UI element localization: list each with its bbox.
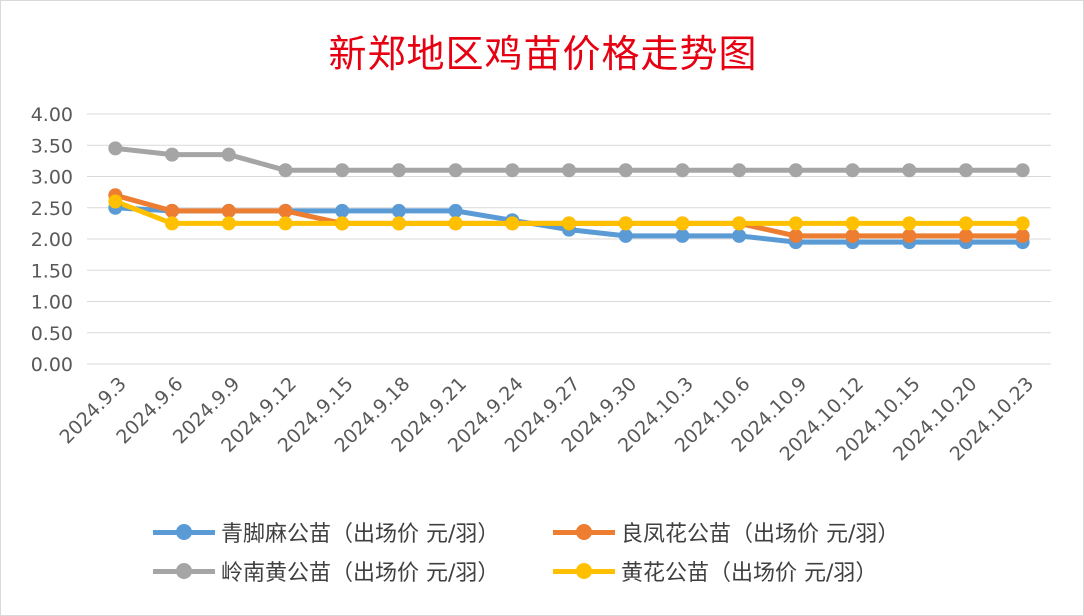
legend-item-0: 青脚麻公苗（出场价 元/羽） (153, 514, 499, 550)
data-point-s1-13 (845, 228, 860, 243)
y-tick-label: 0.50 (31, 323, 73, 345)
y-tick-label: 2.50 (31, 198, 73, 220)
legend-item-3: 黄花公苗（出场价 元/羽） (553, 553, 877, 589)
data-point-s3-4 (335, 216, 350, 231)
data-point-s3-3 (278, 216, 293, 231)
legend-swatch (153, 561, 215, 581)
data-point-s1-3 (278, 203, 293, 218)
plot-area: 0.000.501.001.502.002.503.003.504.00 202… (31, 104, 1051, 465)
y-tick-label: 1.50 (31, 260, 73, 282)
data-point-s0-6 (448, 203, 463, 218)
legend-swatch (553, 561, 615, 581)
data-point-s3-0 (108, 194, 123, 209)
data-point-s0-11 (732, 228, 747, 243)
data-point-s0-10 (675, 228, 690, 243)
legend-label: 良凤花公苗（出场价 元/羽） (621, 522, 900, 547)
data-point-s3-12 (788, 216, 803, 231)
data-point-s2-13 (845, 163, 860, 178)
data-point-s3-2 (221, 216, 236, 231)
data-point-s1-15 (958, 228, 973, 243)
data-point-s0-5 (391, 203, 406, 218)
y-tick-label: 3.50 (31, 135, 73, 157)
data-point-s2-14 (902, 163, 917, 178)
y-tick-label: 0.00 (31, 354, 73, 376)
data-point-s2-6 (448, 163, 463, 178)
data-point-s3-6 (448, 216, 463, 231)
y-tick-label: 3.00 (31, 167, 73, 189)
legend-item-2: 岭南黄公苗（出场价 元/羽） (153, 553, 499, 589)
data-point-s2-12 (788, 163, 803, 178)
legend-item-1: 良凤花公苗（出场价 元/羽） (553, 514, 899, 550)
legend-swatch (553, 522, 615, 542)
data-point-s2-9 (618, 163, 633, 178)
data-point-s3-14 (902, 216, 917, 231)
data-point-s0-4 (335, 203, 350, 218)
data-point-s1-1 (165, 203, 180, 218)
data-point-s3-5 (391, 216, 406, 231)
data-point-s2-15 (958, 163, 973, 178)
legend-label: 青脚麻公苗（出场价 元/羽） (221, 522, 500, 547)
data-point-s1-14 (902, 228, 917, 243)
data-point-s2-4 (335, 163, 350, 178)
data-point-s2-5 (391, 163, 406, 178)
data-point-s1-2 (221, 203, 236, 218)
data-point-s0-9 (618, 228, 633, 243)
data-point-s2-2 (221, 147, 236, 162)
data-point-s2-16 (1015, 163, 1030, 178)
data-point-s2-1 (165, 147, 180, 162)
data-point-s3-15 (958, 216, 973, 231)
data-point-s2-7 (505, 163, 520, 178)
data-point-s3-16 (1015, 216, 1030, 231)
data-point-s2-10 (675, 163, 690, 178)
data-point-s1-16 (1015, 228, 1030, 243)
chart-title: 新郑地区鸡苗价格走势图 (328, 32, 758, 76)
legend: 青脚麻公苗（出场价 元/羽） 良凤花公苗（出场价 元/羽） 岭南黄公苗（出场价 元/… (1, 511, 1084, 591)
legend-label: 岭南黄公苗（出场价 元/羽） (221, 561, 500, 586)
data-point-s2-11 (732, 163, 747, 178)
data-point-s3-8 (562, 216, 576, 231)
legend-label: 黄花公苗（出场价 元/羽） (621, 561, 878, 586)
data-point-s2-0 (108, 141, 123, 156)
data-point-s3-13 (845, 216, 860, 231)
data-point-s2-3 (278, 163, 293, 178)
data-point-s1-12 (788, 228, 803, 243)
data-point-s2-8 (562, 163, 576, 178)
data-point-s3-1 (165, 216, 180, 231)
data-point-s3-10 (675, 216, 690, 231)
data-point-s3-7 (505, 216, 520, 231)
y-tick-label: 1.00 (31, 292, 73, 314)
data-point-s3-11 (732, 216, 747, 231)
y-tick-label: 4.00 (31, 104, 73, 126)
y-tick-label: 2.00 (31, 229, 73, 251)
legend-swatch (153, 522, 215, 542)
data-point-s3-9 (618, 216, 633, 231)
